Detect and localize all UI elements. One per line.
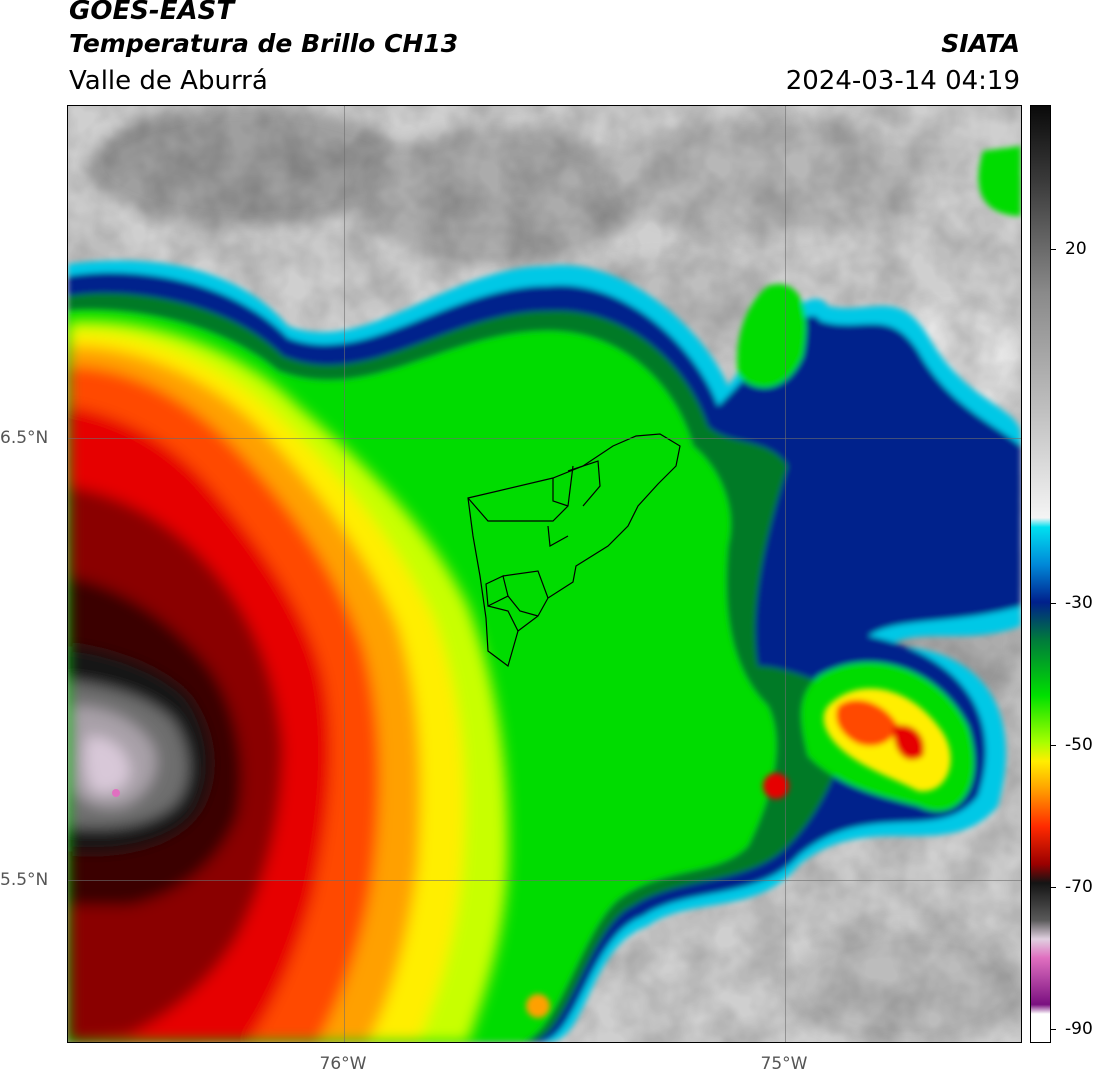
colorbar-tick-label: 20: [1065, 239, 1087, 259]
colorbar: [1030, 105, 1051, 1043]
lat-label-5-5: 5.5°N: [0, 870, 49, 890]
org-label: SIATA: [941, 29, 1020, 58]
colorbar-tick-label: -90: [1065, 1019, 1093, 1039]
colorbar-tick: [1050, 745, 1056, 746]
colorbar-tick: [1050, 249, 1056, 250]
colorbar-tick: [1050, 603, 1056, 604]
aburra-boundaries: [467, 433, 681, 668]
lon-label-75: 75°W: [760, 1054, 808, 1074]
satellite-title: GOES-EAST: [69, 0, 235, 26]
lon-label-76: 76°W: [319, 1054, 367, 1074]
colorbar-tick-label: -50: [1065, 735, 1093, 755]
product-title: Temperatura de Brillo CH13: [69, 29, 459, 58]
lat-label-6-5: 6.5°N: [0, 428, 49, 448]
region-subtitle: Valle de Aburrá: [69, 66, 268, 96]
colorbar-gradient: [1031, 106, 1050, 1042]
colorbar-tick-label: -30: [1065, 593, 1093, 613]
brightness-temperature-field: [68, 106, 1021, 1042]
colorbar-tick-label: -70: [1065, 877, 1093, 897]
datetime-label: 2024-03-14 04:19: [785, 66, 1020, 96]
colorbar-tick: [1050, 1029, 1056, 1030]
satellite-map[interactable]: [67, 105, 1022, 1043]
colorbar-tick: [1050, 887, 1056, 888]
